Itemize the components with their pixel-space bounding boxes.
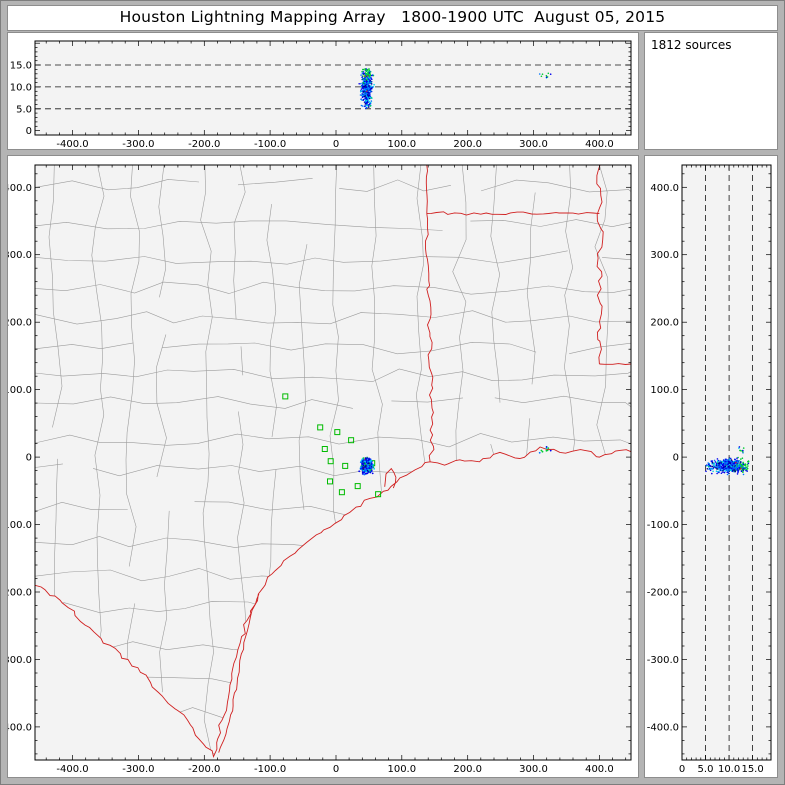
tick-label: 0 [679, 764, 685, 775]
tick-label: -300.0 [122, 139, 154, 149]
tick-label: -100.0 [254, 139, 286, 149]
tick-label: 0 [26, 126, 32, 137]
tick-label: -400.0 [8, 722, 32, 733]
tick-label: 300.0 [8, 250, 32, 261]
tick-label: -100.0 [8, 520, 32, 531]
tick-label: 300.0 [650, 250, 679, 261]
plot-frame [34, 164, 632, 761]
station-marker [327, 478, 333, 485]
station-marker [321, 446, 328, 452]
tick-label: -100.0 [254, 764, 286, 775]
tick-label: 400.0 [585, 139, 614, 149]
altitude-gridlines [705, 165, 753, 760]
plot-frame [681, 164, 772, 761]
tick-label: 0 [26, 453, 32, 464]
sources-count-label: 1812 sources [651, 38, 732, 52]
ew-altitude-panel[interactable]: 15.0 10.0 5.0 0 -400.0 -300.0 -200.0 -100.0 0 100… [8, 33, 638, 149]
tick-label: 300.0 [519, 764, 548, 775]
plot-background [35, 41, 631, 135]
tick-label: -100.0 [647, 520, 679, 531]
station-marker [348, 437, 355, 444]
tick-label: 15.0 [10, 61, 32, 72]
station-marker [338, 489, 345, 496]
tick-label: 10.0 [718, 764, 740, 775]
window-title: Houston Lightning Mapping Array 1800-190… [8, 6, 777, 30]
tick-label: 15.0 [741, 764, 763, 775]
lightning-sources-ns-altitude [705, 446, 750, 476]
tick-label: 400.0 [585, 764, 614, 775]
tick-label: -200.0 [188, 764, 220, 775]
plan-view-map-plot[interactable]: 400.0 300.0 200.0 100.0 0 -100.0 -200.0 -300.0 -… [8, 156, 638, 777]
station-marker [334, 429, 341, 436]
tick-label: -300.0 [8, 655, 32, 666]
station-marker [342, 462, 349, 469]
station-marker [375, 491, 382, 498]
station-marker [354, 483, 361, 490]
tick-label: 100.0 [8, 385, 32, 396]
tick-label: -200.0 [647, 588, 679, 599]
tick-label: 0 [333, 764, 339, 775]
tick-label: -200.0 [188, 139, 220, 149]
tick-label: 100.0 [387, 139, 416, 149]
tick-label: 400.0 [8, 183, 32, 194]
plot-frame [34, 40, 632, 136]
tick-label: 100.0 [650, 385, 679, 396]
coastline [34, 446, 632, 758]
tick-label: 10.0 [10, 82, 32, 93]
tick-label: 200.0 [453, 764, 482, 775]
tick-label: 300.0 [519, 139, 548, 149]
plan-view-panel[interactable]: 400.0 300.0 200.0 100.0 0 -100.0 -200.0 -300.0 -… [8, 156, 638, 777]
lightning-sources-plan-view [358, 446, 552, 476]
tick-label: -200.0 [8, 588, 32, 599]
tick-label: -400.0 [56, 139, 88, 149]
ew-altitude-plot[interactable]: 15.0 10.0 5.0 0 -400.0 -300.0 -200.0 -100.0 0 100… [8, 33, 638, 149]
tick-label: -300.0 [647, 655, 679, 666]
tick-label: -400.0 [56, 764, 88, 775]
tick-label: -400.0 [647, 722, 679, 733]
state-borders-coastline [34, 164, 632, 758]
ns-altitude-panel[interactable]: 400.0 300.0 200.0 100.0 0 -100.0 -200.0 -300.0 -… [645, 156, 777, 777]
tick-label: 400.0 [650, 183, 679, 194]
station-marker [327, 458, 334, 465]
station-marker [282, 393, 289, 400]
lightning-sources-ew-altitude [358, 68, 552, 110]
tick-label: 5.0 [698, 764, 714, 775]
station-marker [317, 424, 324, 431]
tick-label: 200.0 [8, 318, 32, 329]
axis-ticks [681, 165, 771, 760]
ns-altitude-plot[interactable]: 400.0 300.0 200.0 100.0 0 -100.0 -200.0 -300.0 -… [645, 156, 777, 777]
sources-count-panel: 1812 sources [645, 33, 777, 149]
tick-label: 200.0 [650, 318, 679, 329]
tick-label: 100.0 [387, 764, 416, 775]
tick-label: 0 [673, 453, 679, 464]
tick-label: 200.0 [453, 139, 482, 149]
tick-label: 5.0 [16, 104, 32, 115]
tick-label: -300.0 [122, 764, 154, 775]
tick-label: 0 [333, 139, 339, 149]
